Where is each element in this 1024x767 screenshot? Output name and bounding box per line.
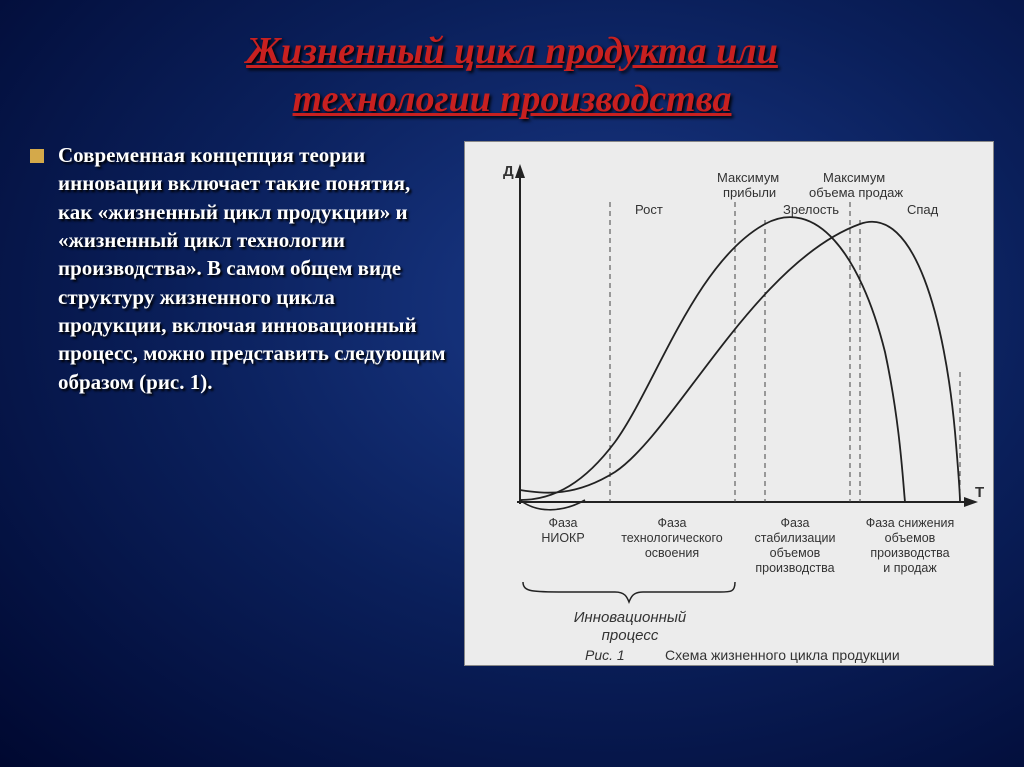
title-line-2: технологии производства <box>293 78 732 120</box>
phase-2-l3: освоения <box>645 546 699 560</box>
body-paragraph: Современная концепция теории инновации в… <box>58 141 446 396</box>
phase-2-l1: Фаза <box>658 516 687 530</box>
bracket-label-1: Инновационный <box>574 609 687 626</box>
content-row: Современная концепция теории инновации в… <box>0 141 1024 666</box>
slide-title: Жизненный цикл продукта или технологии п… <box>0 0 1024 141</box>
phase-2-l2: технологического <box>621 531 723 545</box>
profit-curve <box>520 217 905 502</box>
phase-4-l4: и продаж <box>883 561 937 575</box>
bracket-label-2: процесс <box>602 627 659 644</box>
phase-1-l1: Фаза <box>549 516 578 530</box>
title-line-1: Жизненный цикл продукта или <box>246 30 778 72</box>
y-axis-label: Д <box>503 163 514 180</box>
innovation-bracket <box>523 582 735 602</box>
top-labels: Рост Максимум прибыли Зрелость Максимум … <box>635 170 939 217</box>
phase-labels: Фаза НИОКР Фаза технологического освоени… <box>541 516 954 575</box>
bullet-icon <box>30 149 44 163</box>
label-maturity: Зрелость <box>783 202 839 217</box>
label-max-profit-2: прибыли <box>723 185 776 200</box>
label-max-profit-1: Максимум <box>717 170 779 185</box>
phase-1-l2: НИОКР <box>541 531 584 545</box>
phase-4-l2: объемов <box>885 531 936 545</box>
phase-4-l3: производства <box>870 546 949 560</box>
phase-3-l4: производства <box>755 561 834 575</box>
caption-text: Схема жизненного цикла продукции <box>665 647 900 663</box>
sales-curve <box>520 222 960 502</box>
phase-3-l3: объемов <box>770 546 821 560</box>
text-column: Современная концепция теории инновации в… <box>30 141 446 666</box>
phase-4-l1: Фаза снижения <box>866 516 955 530</box>
label-growth: Рост <box>635 202 663 217</box>
label-max-sales-1: Максимум <box>823 170 885 185</box>
label-max-sales-2: объема продаж <box>809 185 903 200</box>
phase-3-l1: Фаза <box>781 516 810 530</box>
caption-prefix: Рис. 1 <box>585 647 625 663</box>
phase-3-l2: стабилизации <box>754 531 835 545</box>
label-decline: Спад <box>907 202 939 217</box>
x-axis-label: Т <box>975 484 984 501</box>
chart-column: Д Т <box>464 141 994 666</box>
lifecycle-chart: Д Т <box>464 141 994 666</box>
phase-dividers <box>610 202 960 502</box>
